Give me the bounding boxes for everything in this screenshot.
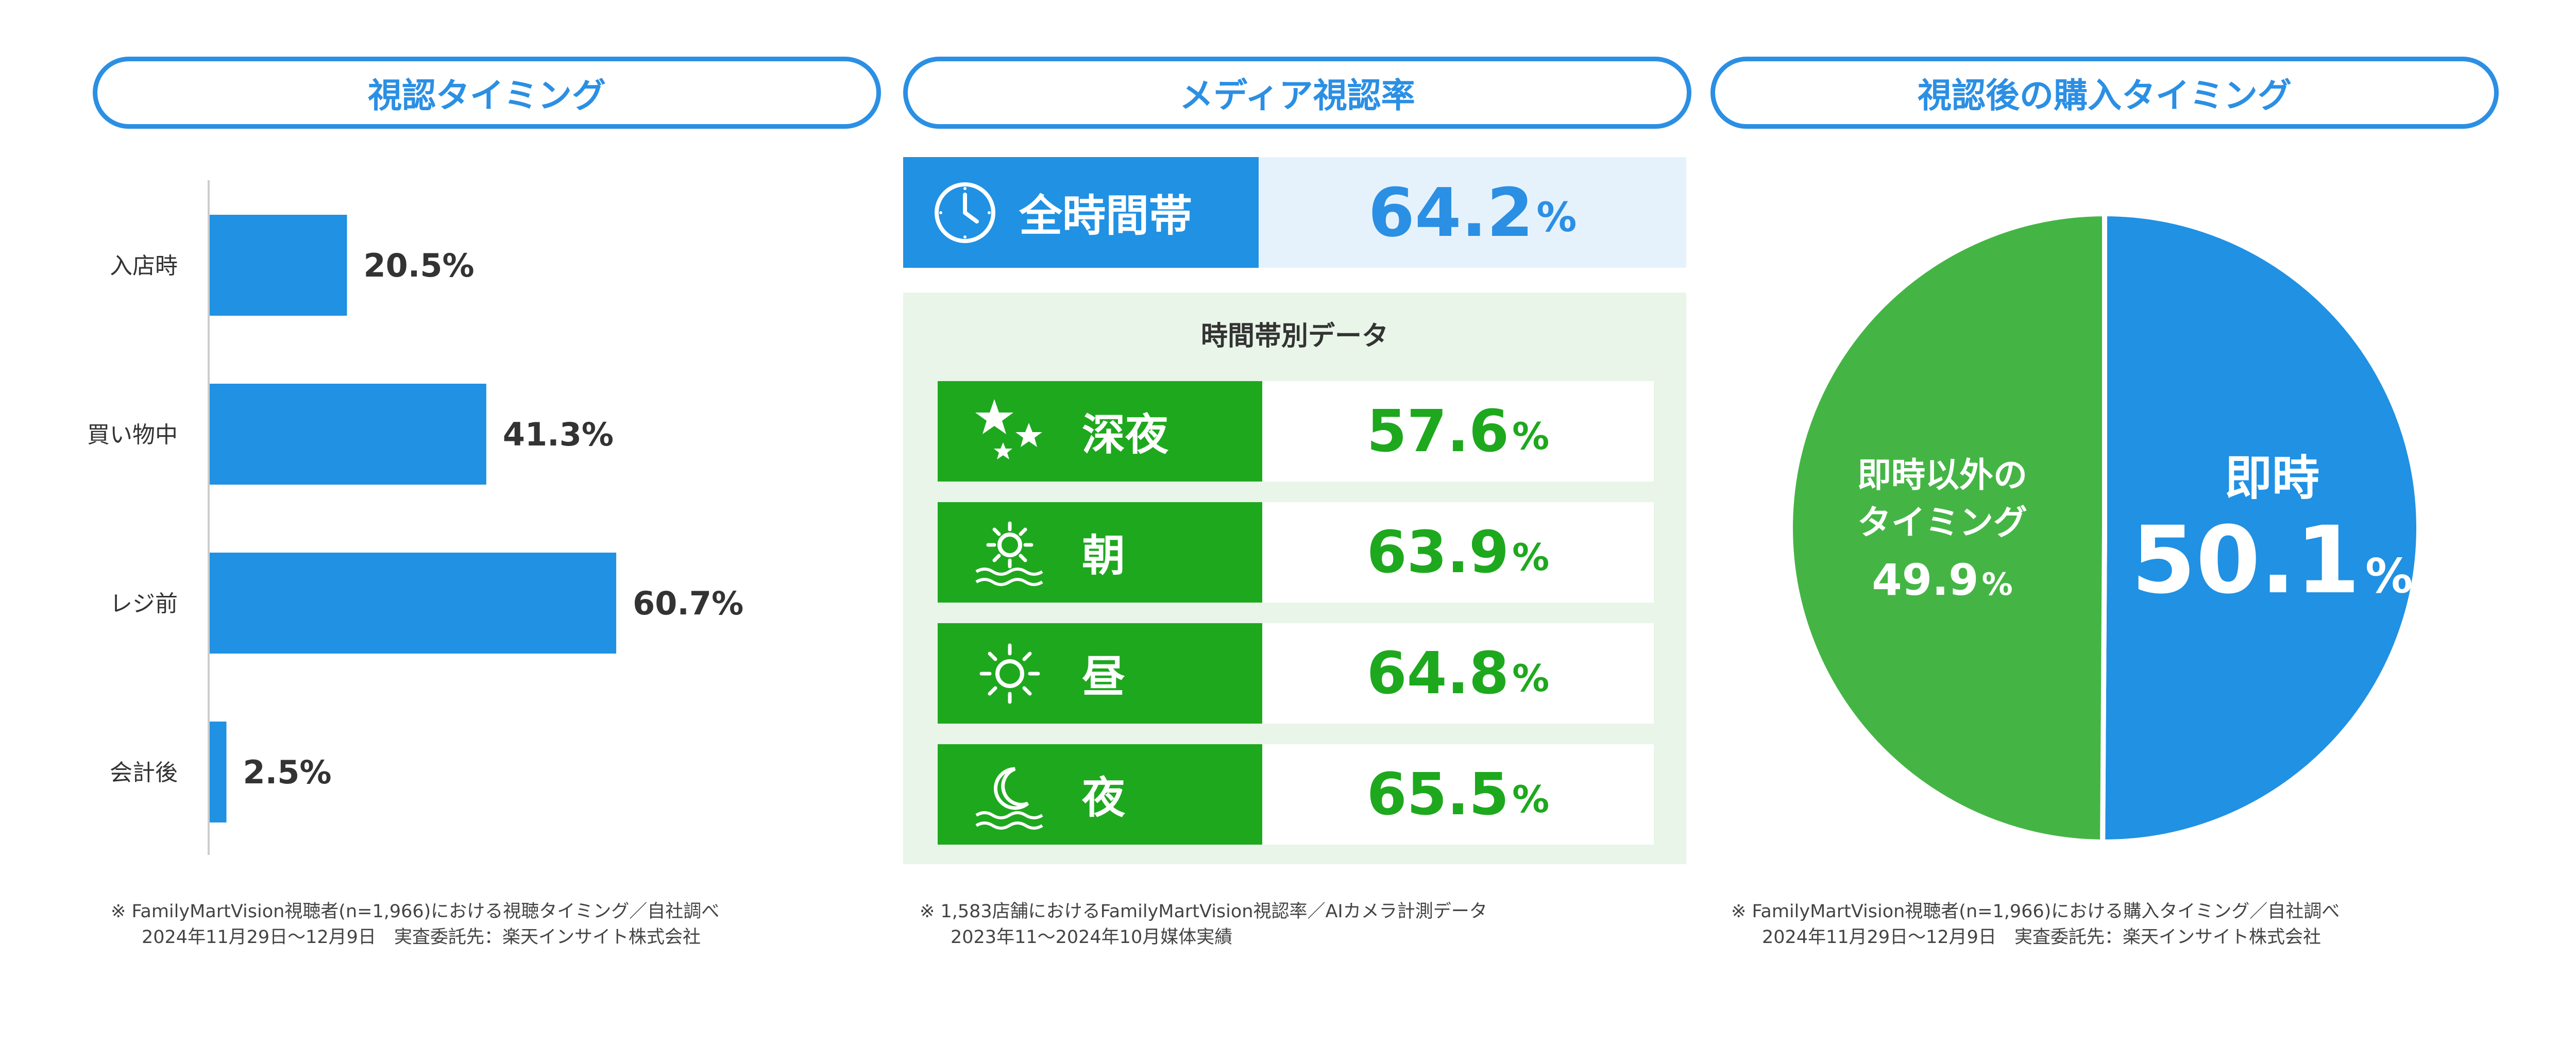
time-band-label-cell: 朝 [938, 502, 1262, 603]
section-header-media-view-rate: メディア視認率 [903, 57, 1691, 129]
data-label: 20.5% [364, 247, 474, 284]
footnote-line: ※ FamilyMartVision視聴者(n=1,966)における購入タイミン… [1731, 901, 2340, 922]
time-band-value-cell: 57.6 % [1262, 381, 1654, 482]
time-band-label-cell: 夜 [938, 744, 1262, 845]
slice-label: タイミング [1857, 503, 2027, 542]
bar [210, 215, 347, 316]
time-band-label: 深夜 [1082, 409, 1169, 460]
category-label: レジ前 [110, 591, 178, 617]
sun-icon [969, 623, 1051, 724]
time-band-value: 65.5 [1366, 761, 1510, 828]
footnote-line: 2023年11～2024年10月媒体実績 [951, 927, 1233, 948]
sunrise-icon [969, 502, 1051, 603]
footnote-middle: ※ 1,583店舗におけるFamilyMartVision視認率／AIカメラ計測… [920, 899, 1487, 950]
bar [210, 384, 486, 485]
footnote-left: ※ FamilyMartVision視聴者(n=1,966)における視聴タイミン… [111, 899, 719, 950]
footnote-line: 2024年11月29日～12月9日 実査委託先：楽天インサイト株式会社 [1762, 927, 2321, 948]
all-day-rate-box: 全時間帯 64.2 % [903, 157, 1686, 268]
section-header-purchase-timing: 視認後の購入タイミング [1710, 57, 2499, 129]
all-day-label: 全時間帯 [1019, 191, 1193, 241]
section-header-viewing-timing: 視認タイミング [93, 57, 881, 129]
pie-slice [2100, 211, 2421, 845]
time-band-value-cell: 63.9 % [1262, 502, 1654, 603]
time-band-unit: % [1512, 415, 1550, 458]
time-band-value-cell: 64.8 % [1262, 623, 1654, 724]
footnote-right: ※ FamilyMartVision視聴者(n=1,966)における購入タイミン… [1731, 899, 2340, 950]
footnote-line: ※ FamilyMartVision視聴者(n=1,966)における視聴タイミン… [111, 901, 720, 922]
time-band-label-cell: 昼 [938, 623, 1262, 724]
section-header-media-view-rate-label: メディア視認率 [1179, 76, 1415, 115]
all-day-unit: % [1536, 195, 1577, 241]
all-day-label-cell: 全時間帯 [903, 157, 1259, 268]
slice-label: 即時以外の [1857, 455, 2027, 495]
time-band-value: 63.9 [1366, 519, 1510, 586]
clock-icon [935, 182, 995, 243]
category-label: 買い物中 [87, 422, 178, 448]
time-band-unit: % [1512, 778, 1550, 821]
viewing-timing-bar-chart: 入店時 20.5% 買い物中 41.3% レジ前 60.7% 会計後 2.5% [87, 180, 743, 855]
time-band-value: 64.8 [1366, 640, 1510, 707]
all-day-value-cell: 64.2 % [1259, 157, 1686, 268]
time-band-unit: % [1512, 657, 1550, 700]
time-band-row-morning: 朝 63.9 % [938, 502, 1654, 603]
time-band-label-cell: 深夜 [938, 381, 1262, 482]
category-label: 入店時 [110, 253, 178, 279]
time-band-unit: % [1512, 536, 1550, 579]
time-band-label: 夜 [1082, 773, 1126, 823]
footnote-line: 2024年11月29日～12月9日 実査委託先：楽天インサイト株式会社 [142, 927, 701, 948]
slice-value: 49.9% [1872, 555, 2012, 605]
time-band-row-night: 夜 65.5 % [938, 744, 1654, 845]
category-label: 会計後 [110, 760, 178, 786]
section-header-purchase-timing-label: 視認後の購入タイミング [1918, 76, 2292, 115]
time-band-label: 朝 [1082, 530, 1126, 581]
stars-icon [969, 381, 1051, 482]
all-day-value: 64.2 [1368, 173, 1534, 252]
slice-value: 50.1% [2131, 507, 2413, 614]
data-label: 2.5% [243, 753, 332, 791]
section-header-viewing-timing-label: 視認タイミング [368, 76, 606, 115]
data-label: 60.7% [633, 585, 743, 622]
moon-icon [969, 744, 1051, 845]
time-band-title: 時間帯別データ [1200, 321, 1388, 352]
bar [210, 722, 227, 822]
time-band-value: 57.6 [1366, 398, 1510, 465]
time-band-row-noon: 昼 64.8 % [938, 623, 1654, 724]
time-band-value-cell: 65.5 % [1262, 744, 1654, 845]
time-band-row-late-night: 深夜 57.6 % [938, 381, 1654, 482]
bar [210, 553, 617, 654]
pie-slice [1787, 211, 2107, 845]
footnote-line: ※ 1,583店舗におけるFamilyMartVision視認率／AIカメラ計測… [920, 901, 1487, 922]
data-label: 41.3% [503, 416, 614, 453]
slice-label: 即時 [2225, 451, 2319, 506]
time-band-label: 昼 [1082, 651, 1126, 702]
